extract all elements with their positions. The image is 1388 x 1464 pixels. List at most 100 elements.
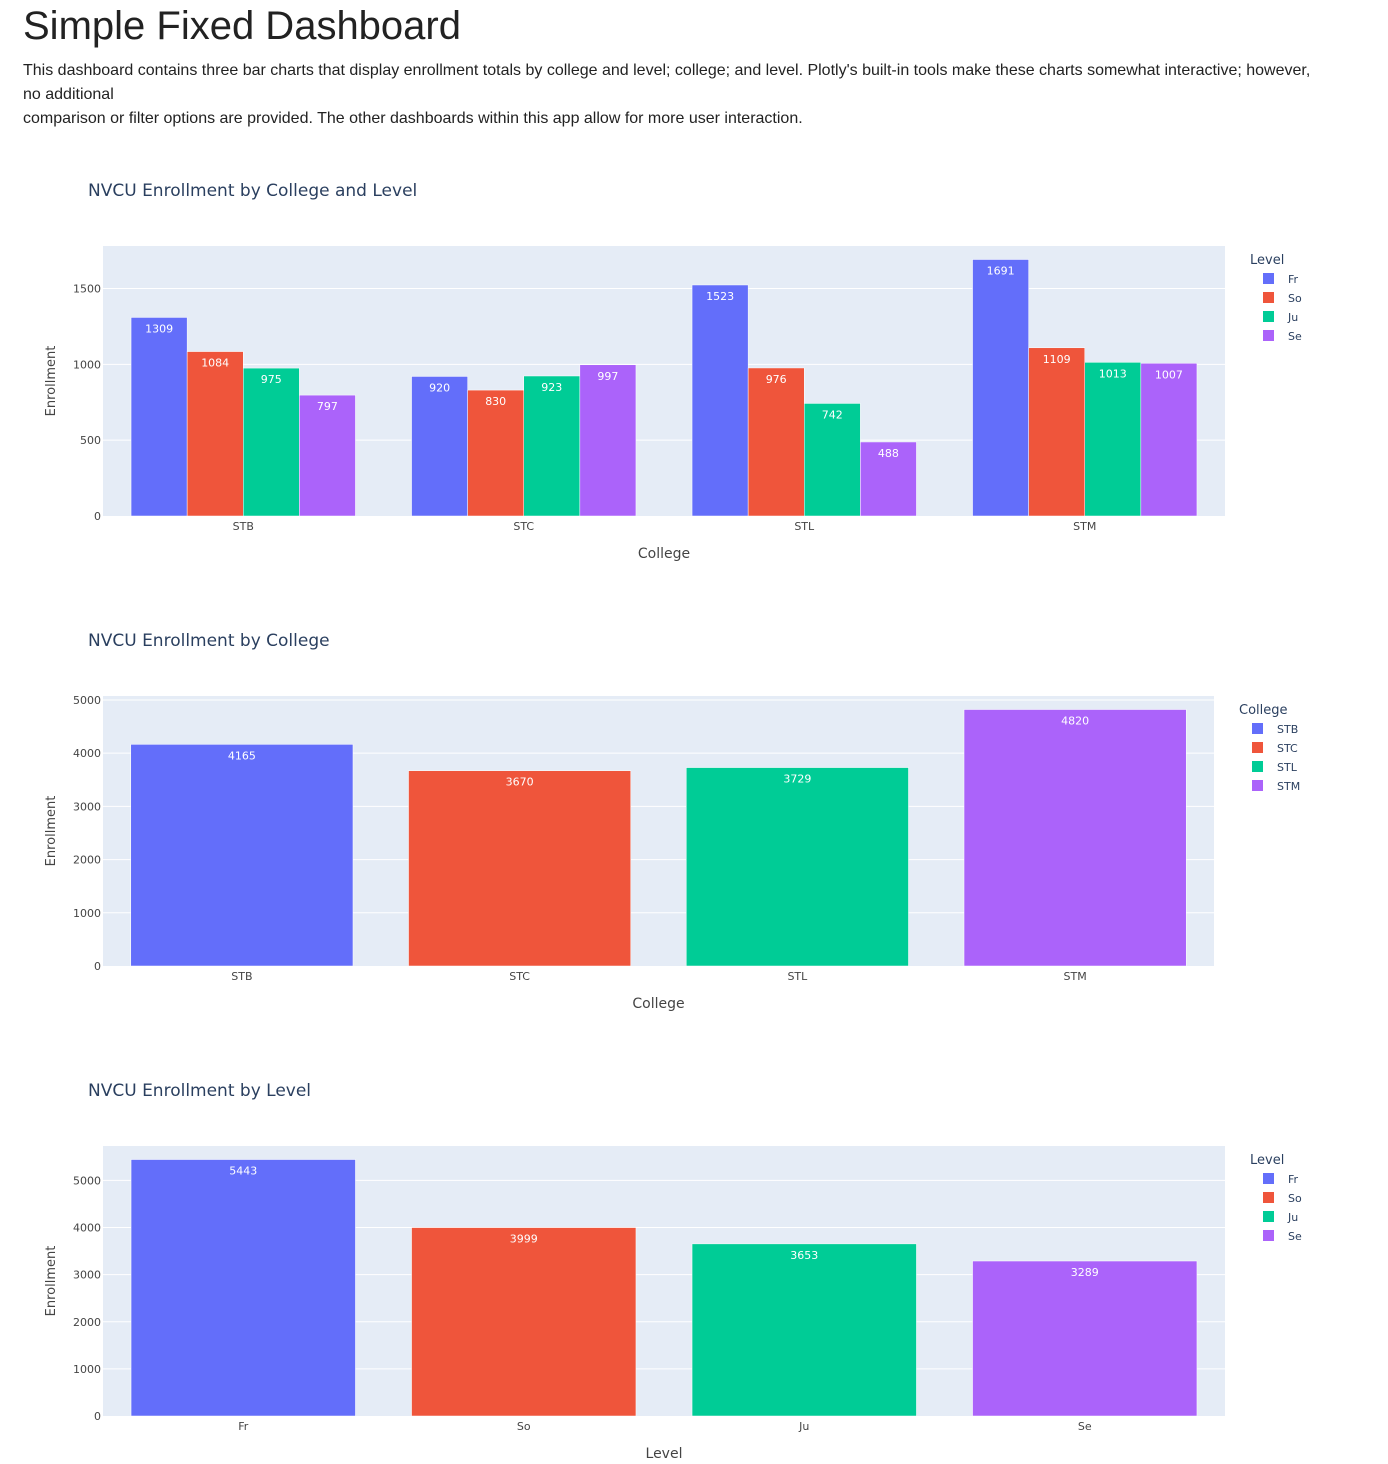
chart-svg: NVCU Enrollment by College and Level 0 500… xyxy=(44,181,1302,562)
legend-item[interactable]: Se xyxy=(1263,1230,1302,1243)
legend-swatch xyxy=(1252,780,1263,791)
legend-swatch xyxy=(1252,761,1263,772)
bar[interactable] xyxy=(579,364,637,517)
legend-label: Ju xyxy=(1287,1211,1298,1224)
x-axis-title: College xyxy=(632,996,684,1012)
bar[interactable] xyxy=(963,709,1187,967)
bar[interactable] xyxy=(691,1243,917,1417)
legend-item[interactable]: Ju xyxy=(1263,311,1298,324)
bar-value-label: 997 xyxy=(597,370,618,383)
bar-value-label: 1007 xyxy=(1155,368,1183,381)
bar[interactable] xyxy=(186,351,244,517)
x-tick-label: STL xyxy=(794,520,815,533)
x-tick-label: STC xyxy=(513,520,534,533)
x-tick-label: STM xyxy=(1064,970,1087,983)
legend-item[interactable]: STB xyxy=(1252,723,1298,736)
bar-value-label: 1691 xyxy=(987,265,1015,278)
bar-value-label: 830 xyxy=(485,395,506,408)
bar[interactable] xyxy=(130,317,188,517)
x-tick-label: STB xyxy=(233,520,254,533)
y-tick-label: 0 xyxy=(94,960,101,973)
bar[interactable] xyxy=(467,389,524,517)
legend-item[interactable]: STC xyxy=(1252,742,1298,755)
bar[interactable] xyxy=(411,1227,637,1417)
bar-value-label: 1109 xyxy=(1043,353,1071,366)
legend-swatch xyxy=(1263,1173,1274,1184)
bar[interactable] xyxy=(130,744,354,967)
bar-value-label: 4820 xyxy=(1061,715,1089,728)
x-axis-title: College xyxy=(638,546,690,562)
bar[interactable] xyxy=(408,770,631,967)
chart-title: NVCU Enrollment by College and Level xyxy=(88,181,417,201)
legend-item[interactable]: STL xyxy=(1252,761,1298,774)
bar-value-label: 4165 xyxy=(228,749,256,762)
bar-value-label: 3670 xyxy=(506,776,534,789)
x-tick-label: So xyxy=(517,1420,531,1433)
legend-label: STL xyxy=(1277,761,1298,774)
y-tick-label: 1000 xyxy=(73,358,101,371)
bar-value-label: 488 xyxy=(878,447,899,460)
legend-label: STC xyxy=(1277,742,1298,755)
legend-swatch xyxy=(1252,742,1263,753)
legend-label: Fr xyxy=(1288,273,1299,286)
y-axis-title: Enrollment xyxy=(44,1246,59,1317)
bar-value-label: 3729 xyxy=(783,773,811,786)
legend-item[interactable]: So xyxy=(1263,292,1302,305)
y-tick-label: 3000 xyxy=(73,800,101,813)
bar-value-label: 1013 xyxy=(1099,367,1127,380)
bar[interactable] xyxy=(686,767,909,967)
legend-item[interactable]: So xyxy=(1263,1192,1302,1205)
description-line-2: comparison or filter options are provide… xyxy=(23,110,803,127)
bar[interactable] xyxy=(860,441,917,517)
y-tick-label: 4000 xyxy=(73,747,101,760)
enrollment-by-college-chart[interactable]: NVCU Enrollment by College 0 1000 2000 3000 4… xyxy=(0,600,1388,1040)
bar-value-label: 742 xyxy=(822,408,843,421)
legend-item[interactable]: Fr xyxy=(1263,1173,1299,1186)
bar[interactable] xyxy=(299,394,356,517)
legend-item[interactable]: Ju xyxy=(1263,1211,1298,1224)
bar[interactable] xyxy=(972,1260,1198,1417)
bar-value-label: 975 xyxy=(261,373,282,386)
bar[interactable] xyxy=(691,284,749,517)
bar[interactable] xyxy=(411,376,468,517)
bar[interactable] xyxy=(523,375,581,517)
enrollment-by-college-and-level-chart[interactable]: NVCU Enrollment by College and Level 0 500… xyxy=(0,150,1388,590)
bar-value-label: 797 xyxy=(317,400,338,413)
bar[interactable] xyxy=(972,259,1029,517)
y-axis-title: Enrollment xyxy=(44,346,59,417)
legend-swatch xyxy=(1263,1230,1274,1241)
bar-value-label: 1523 xyxy=(706,290,734,303)
legend-label: STM xyxy=(1277,780,1300,793)
x-tick-label: STM xyxy=(1073,520,1096,533)
x-tick-label: Ju xyxy=(798,1420,809,1433)
bar[interactable] xyxy=(130,1159,356,1417)
legend-swatch xyxy=(1252,723,1263,734)
legend-item[interactable]: Fr xyxy=(1263,273,1299,286)
y-tick-label: 500 xyxy=(80,434,101,447)
chart-svg: NVCU Enrollment by College 0 1000 2000 3000 4… xyxy=(44,631,1300,1012)
x-tick-label: STC xyxy=(509,970,530,983)
legend-item[interactable]: Se xyxy=(1263,330,1302,343)
legend-item[interactable]: STM xyxy=(1252,780,1300,793)
legend-swatch xyxy=(1263,1211,1274,1222)
bar[interactable] xyxy=(1140,363,1198,517)
bar[interactable] xyxy=(1028,347,1086,517)
legend-label: Se xyxy=(1288,1230,1302,1243)
y-tick-label: 2000 xyxy=(73,854,101,867)
chart-title: NVCU Enrollment by Level xyxy=(88,1081,311,1101)
bar[interactable] xyxy=(243,367,300,517)
legend-swatch xyxy=(1263,330,1274,341)
bar-value-label: 3999 xyxy=(510,1233,538,1246)
legend-title: College xyxy=(1239,703,1288,718)
enrollment-by-level-chart[interactable]: NVCU Enrollment by Level 0 1000 2000 3000 400… xyxy=(0,1050,1388,1464)
y-tick-label: 2000 xyxy=(73,1316,101,1329)
x-tick-label: Se xyxy=(1078,1420,1092,1433)
y-tick-label: 4000 xyxy=(73,1222,101,1235)
page-title: Simple Fixed Dashboard xyxy=(23,4,461,48)
legend-label: Ju xyxy=(1287,311,1298,324)
y-tick-label: 1000 xyxy=(73,1363,101,1376)
bar[interactable] xyxy=(747,367,805,517)
bar-value-label: 1084 xyxy=(201,357,229,370)
bar[interactable] xyxy=(1084,362,1142,517)
bar[interactable] xyxy=(804,403,861,517)
